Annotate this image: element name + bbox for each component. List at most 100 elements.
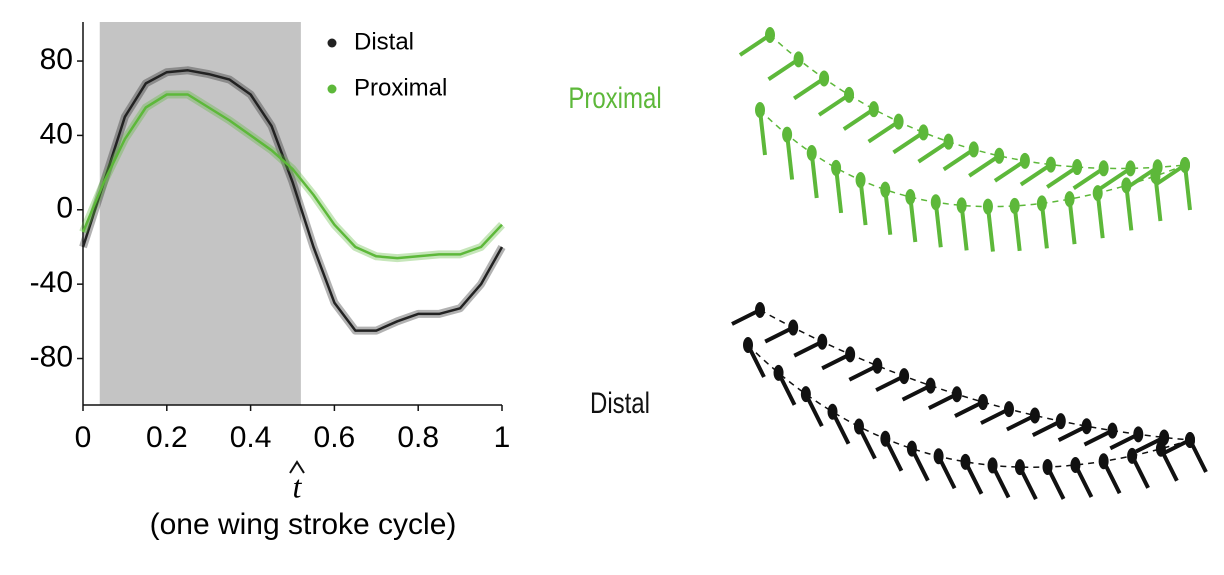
x-tick-label: 1 [494, 421, 511, 454]
leading-edge [925, 377, 936, 394]
series-line [81, 93, 503, 260]
leading-edge [951, 386, 962, 403]
leading-edge [788, 319, 799, 336]
leading-edge [906, 440, 917, 457]
leading-edge [1092, 185, 1103, 202]
leading-edge [1107, 422, 1118, 439]
leading-edge [1064, 191, 1075, 208]
legend-label: Proximal [354, 74, 447, 101]
x-tick-label: 0.6 [314, 421, 356, 454]
wing-chord [767, 57, 800, 82]
leading-edge [853, 418, 864, 435]
wing-chord [1153, 163, 1187, 187]
leading-edge [806, 144, 817, 161]
shaded-region [99, 22, 301, 405]
x-axis-symbol: t [293, 468, 303, 504]
leading-edge [977, 394, 988, 411]
wing-chord [817, 93, 851, 117]
leading-edge [1070, 456, 1081, 473]
trajectory [759, 309, 1191, 441]
leading-edge [899, 368, 910, 385]
leading-edge [782, 126, 793, 143]
leading-edge [1098, 160, 1109, 177]
leading-edge [1133, 426, 1144, 443]
y-tick-label: -80 [30, 340, 73, 373]
leading-edge [1003, 401, 1014, 418]
y-tick-label: 0 [56, 192, 73, 225]
leading-edge [1029, 407, 1040, 424]
leading-edge [960, 453, 971, 470]
leading-edge [844, 86, 855, 103]
leading-edge [773, 364, 784, 381]
leading-edge [1180, 157, 1190, 173]
trajectory [759, 109, 1186, 208]
trajectory [747, 344, 1191, 468]
leading-edge [793, 51, 804, 68]
leading-edge [800, 386, 811, 403]
leading-edge [1014, 459, 1025, 476]
wing-chord [1099, 166, 1132, 191]
leading-edge [1127, 447, 1138, 464]
wing-chord [1019, 162, 1052, 187]
trajectory [769, 34, 1186, 170]
series-line [81, 69, 504, 332]
leading-edge [987, 457, 998, 474]
wing-chord [917, 140, 950, 164]
leading-edge [1121, 177, 1132, 194]
leading-edge [1125, 160, 1136, 177]
leading-edge [868, 101, 879, 118]
wing-chord [842, 107, 875, 131]
leading-edge [743, 337, 753, 353]
wing-chord [968, 154, 1001, 178]
leading-edge [1150, 168, 1161, 185]
legend-marker [327, 84, 337, 94]
wing-chord [942, 147, 975, 172]
leading-edge [1185, 432, 1195, 448]
leading-edge [956, 197, 967, 214]
leading-edge [880, 181, 891, 198]
y-tick-label: 40 [40, 117, 73, 150]
leading-edge [755, 302, 765, 318]
leading-edge [1042, 458, 1053, 475]
leading-edge [893, 113, 904, 130]
leading-edge [845, 346, 856, 363]
x-tick-label: 0.4 [230, 421, 272, 454]
leading-edge [765, 27, 775, 43]
leading-edge [1019, 152, 1030, 169]
y-tick-label: -40 [30, 266, 73, 299]
leading-edge [855, 172, 866, 189]
leading-edge [831, 159, 842, 176]
leading-edge [1036, 195, 1047, 212]
x-axis-label: (one wing stroke cycle) [150, 508, 457, 541]
wing-chord [1046, 165, 1079, 189]
leading-edge [1081, 418, 1092, 435]
leading-edge [880, 430, 891, 447]
hat-symbol [289, 460, 305, 474]
y-tick-label: 80 [40, 43, 73, 76]
wing-chord [892, 130, 925, 155]
leading-edge [994, 147, 1005, 164]
leading-edge [1045, 156, 1056, 173]
legend-marker [327, 38, 337, 48]
leading-edge [918, 124, 929, 141]
wing-chord [993, 159, 1027, 183]
diagram-label: Proximal [568, 80, 661, 114]
leading-edge [930, 194, 941, 211]
leading-edge [755, 102, 765, 118]
leading-edge [817, 333, 828, 350]
leading-edge [933, 448, 944, 465]
x-tick-label: 0 [75, 421, 92, 454]
legend-label: Distal [354, 28, 414, 55]
x-tick-label: 0.8 [397, 421, 439, 454]
wing-chord [1072, 166, 1105, 190]
leading-edge [827, 403, 838, 420]
leading-edge [905, 189, 916, 206]
wing-chord [792, 76, 826, 101]
leading-edge [1009, 197, 1020, 214]
leading-edge [819, 70, 830, 87]
leading-edge [982, 198, 993, 215]
leading-edge [968, 141, 979, 158]
diagram-label: Distal [590, 385, 650, 419]
leading-edge [1072, 159, 1083, 176]
